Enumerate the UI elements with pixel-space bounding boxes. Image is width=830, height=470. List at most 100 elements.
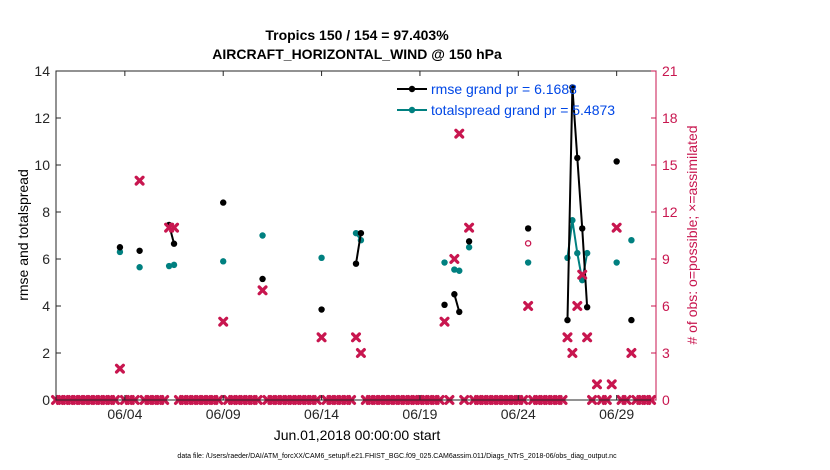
rmse-point bbox=[220, 199, 227, 206]
totalspread-point bbox=[465, 244, 473, 251]
totalspread-point bbox=[170, 261, 178, 269]
y-tick-label: 12 bbox=[34, 110, 50, 126]
obs-assimilated-marker bbox=[439, 316, 450, 327]
obs-assimilated-marker bbox=[218, 316, 229, 327]
y2-tick-label: 6 bbox=[662, 298, 670, 314]
obs-assimilated-marker bbox=[562, 332, 573, 343]
obs-assimilated-marker bbox=[464, 222, 475, 233]
y2-tick-label: 9 bbox=[662, 251, 670, 267]
obs-possible-marker bbox=[524, 240, 532, 247]
rmse-point bbox=[465, 238, 473, 245]
rmse-point bbox=[116, 244, 124, 251]
obs-assimilated-marker bbox=[523, 301, 534, 311]
rmse-point bbox=[451, 291, 458, 298]
obs-assimilated-marker bbox=[577, 269, 588, 280]
legend: rmse grand pr = 6.1688 totalspread grand… bbox=[397, 81, 615, 118]
obs-assimilated-marker bbox=[134, 175, 145, 186]
totalspread-point bbox=[569, 217, 576, 224]
totalspread-point bbox=[579, 276, 586, 284]
obs-assimilated-marker bbox=[169, 222, 180, 233]
obs-assimilated-marker bbox=[567, 348, 578, 358]
rmse-point bbox=[441, 301, 448, 309]
rmse-point bbox=[524, 225, 532, 232]
rmse-point bbox=[136, 247, 143, 254]
y2-tick-label: 3 bbox=[662, 345, 670, 361]
obs-assimilated-marker bbox=[351, 332, 361, 343]
rmse-point bbox=[352, 260, 360, 267]
obs-assimilated-marker bbox=[606, 379, 617, 390]
totalspread-point bbox=[259, 232, 266, 239]
x-tick-label: 06/24 bbox=[501, 406, 536, 422]
totalspread-point bbox=[116, 248, 124, 256]
y-tick-label: 6 bbox=[42, 251, 50, 267]
rmse-point bbox=[628, 316, 635, 324]
totalspread-point bbox=[613, 259, 620, 266]
y-tick-label: 14 bbox=[34, 63, 50, 79]
obs-assimilated-marker bbox=[582, 332, 593, 343]
x-tick-label: 06/19 bbox=[402, 406, 437, 422]
totalspread-point bbox=[352, 229, 360, 237]
x-tick-label: 06/14 bbox=[304, 406, 339, 422]
x-axis-label: Jun.01,2018 00:00:00 start bbox=[274, 427, 441, 443]
obs-assimilated-marker bbox=[626, 348, 637, 358]
y2-tick-label: 12 bbox=[662, 204, 678, 220]
chart-subtitle: AIRCRAFT_HORIZONTAL_WIND @ 150 hPa bbox=[212, 46, 502, 62]
x-tick-label: 06/29 bbox=[599, 406, 634, 422]
x-tick-label: 06/04 bbox=[107, 406, 142, 422]
obs-assimilated-marker bbox=[591, 379, 602, 390]
y2-tick-label: 0 bbox=[662, 392, 670, 408]
rmse-point bbox=[574, 154, 581, 162]
series-rmse bbox=[116, 84, 635, 324]
totalspread-point bbox=[574, 249, 581, 257]
rmse-point bbox=[456, 308, 463, 316]
rmse-point bbox=[170, 240, 178, 247]
obs-assimilated-marker bbox=[316, 332, 327, 343]
legend-spread-marker bbox=[408, 106, 416, 114]
y-tick-label: 4 bbox=[42, 298, 50, 314]
obs-assimilated-marker bbox=[611, 222, 622, 233]
rmse-line bbox=[355, 232, 362, 264]
totalspread-point bbox=[441, 259, 448, 266]
y-axis-label: rmse and totalspread bbox=[15, 169, 31, 301]
rmse-point bbox=[318, 306, 325, 313]
y-axis-ticks: 0 2 4 6 8 10 12 14 bbox=[34, 63, 61, 408]
obs-assimilated-marker bbox=[572, 301, 583, 311]
rmse-point bbox=[579, 225, 586, 232]
obs-assimilated-marker bbox=[355, 348, 366, 358]
y2-tick-label: 15 bbox=[662, 157, 678, 173]
x-tick-label: 06/09 bbox=[206, 406, 241, 422]
y-tick-label: 10 bbox=[34, 157, 50, 173]
chart-title: Tropics 150 / 154 = 97.403% bbox=[265, 27, 449, 43]
totalspread-point bbox=[451, 266, 458, 273]
x-axis-ticks: 06/04 06/09 06/14 06/19 06/24 06/29 bbox=[107, 71, 634, 422]
rmse-point bbox=[583, 303, 591, 311]
y-tick-label: 2 bbox=[42, 345, 50, 361]
totalspread-point bbox=[524, 259, 532, 266]
rmse-point bbox=[569, 84, 576, 91]
rmse-point bbox=[564, 316, 571, 324]
data-file-footer: data file: /Users/raeder/DAI/ATM_forcXX/… bbox=[177, 453, 617, 460]
totalspread-point bbox=[220, 258, 227, 265]
obs-assimilated-marker bbox=[257, 285, 268, 296]
y2-tick-label: 18 bbox=[662, 110, 678, 126]
y-tick-label: 0 bbox=[42, 392, 50, 408]
obs-assimilated-marker bbox=[114, 363, 125, 374]
totalspread-point bbox=[456, 267, 463, 274]
rmse-point bbox=[613, 158, 620, 165]
totalspread-point bbox=[583, 249, 591, 257]
totalspread-point bbox=[318, 254, 325, 262]
legend-spread-label: totalspread grand pr = 5.4873 bbox=[431, 102, 615, 118]
rmse-point bbox=[357, 229, 365, 237]
totalspread-point bbox=[136, 264, 143, 271]
y2-axis-label: # of obs: o=possible; ×=assimilated bbox=[684, 125, 700, 344]
totalspread-point bbox=[165, 262, 173, 270]
legend-rmse-marker bbox=[408, 85, 416, 93]
totalspread-point bbox=[628, 237, 635, 244]
y2-tick-label: 21 bbox=[662, 63, 678, 79]
obs-assimilated-marker bbox=[449, 254, 460, 264]
rmse-point bbox=[259, 275, 266, 283]
obs-assimilated-marker bbox=[454, 128, 465, 139]
y2-axis-ticks: 0 3 6 9 12 15 18 21 bbox=[651, 63, 678, 408]
y-tick-label: 8 bbox=[42, 204, 50, 220]
